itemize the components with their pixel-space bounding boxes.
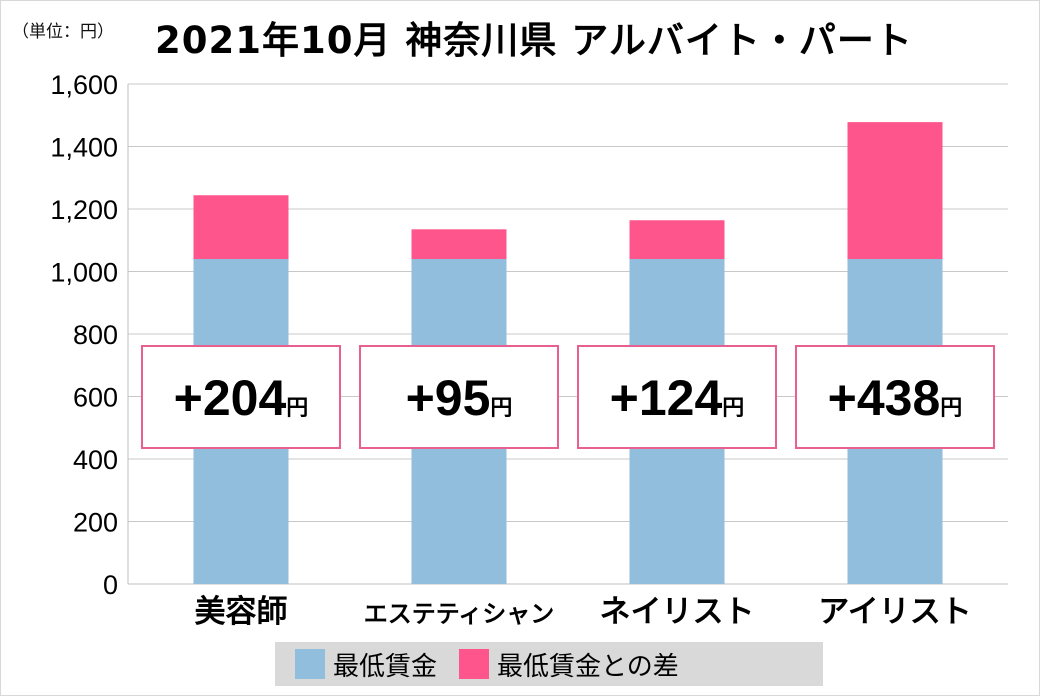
y-tick-label: 1,400 [50,133,118,163]
y-tick-label: 200 [73,508,118,538]
legend-swatch-base [295,649,325,679]
x-category-label: アイリスト [818,594,971,630]
annotation-box [795,345,995,449]
annotation-box [577,345,777,449]
bar-diff [193,195,289,259]
annotation-box [141,345,341,449]
x-category-label: 美容師 [195,594,288,630]
y-tick-label: 1,600 [50,70,118,100]
y-tick-label: 1,000 [50,258,118,288]
chart-title: 2021年10月 神奈川県 アルバイト・パート [155,19,913,62]
unit-label: （単位：円） [12,22,114,42]
legend-label-base: 最低賃金 [333,651,438,682]
bar-diff [629,220,725,259]
y-tick-label: 800 [73,320,118,350]
y-tick-label: 400 [73,445,118,475]
legend-item-base: 最低賃金 [295,646,437,683]
x-category-label: ネイリスト [600,594,755,630]
annotation-label: +124円 [610,370,745,426]
y-tick-label: 600 [73,383,118,413]
bar-diff [411,229,507,259]
legend: 最低賃金 最低賃金との差 [275,642,823,686]
annotation-label: +438円 [828,370,963,426]
x-category-label: エステティシャン [364,600,555,628]
legend-label-diff: 最低賃金との差 [497,651,679,682]
y-tick-label: 1,200 [50,195,118,225]
annotation-box [359,345,559,449]
legend-item-diff: 最低賃金との差 [459,646,679,683]
legend-swatch-diff [459,649,490,679]
annotation-label: +95円 [406,370,513,426]
annotation-label: +204円 [174,370,309,426]
y-tick-label: 0 [103,570,118,600]
bar-diff [847,122,943,259]
